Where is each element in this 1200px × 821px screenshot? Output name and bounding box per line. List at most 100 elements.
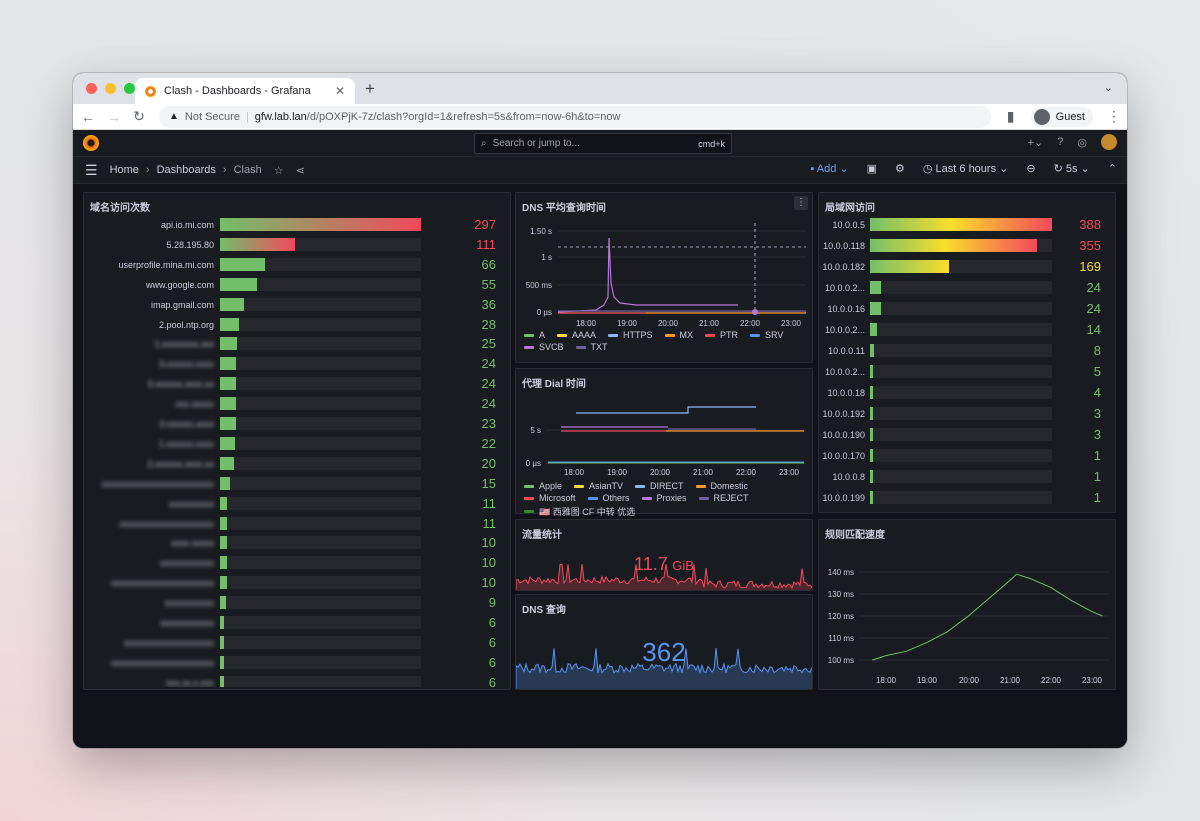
legend-item[interactable]: SVCB <box>524 342 564 352</box>
domain-count: 24 <box>481 396 496 412</box>
y-tick: 0 µs <box>537 308 552 317</box>
domain-row: imap.gmail.com 36 <box>84 297 510 317</box>
bar-track <box>870 260 1052 273</box>
y-tick: 100 ms <box>828 656 854 665</box>
breadcrumb-dashboards[interactable]: Dashboards <box>156 164 216 176</box>
legend-item[interactable]: DIRECT <box>635 481 684 491</box>
domain-row: 5.28.195.80 111 <box>84 237 510 257</box>
browser-tab[interactable]: Clash - Dashboards - Grafana ✕ <box>135 78 355 104</box>
legend-item[interactable]: 🇺🇸 西雅图 CF 中转 优选 <box>524 505 635 518</box>
star-icon[interactable]: ☆ <box>273 164 284 177</box>
legend-swatch <box>750 333 761 337</box>
legend-item[interactable]: Apple <box>524 481 562 491</box>
grafana-logo-icon[interactable] <box>83 135 99 151</box>
domain-count: 9 <box>488 595 496 611</box>
legend-item[interactable]: MX <box>664 330 693 340</box>
new-tab-button[interactable]: + <box>365 79 375 98</box>
collapse-chevron-icon[interactable]: ⌃ <box>1107 163 1117 175</box>
legend-label: SVCB <box>539 342 564 352</box>
bar-track <box>870 281 1052 294</box>
zoom-out-icon[interactable]: ⊖ <box>1026 163 1036 175</box>
legend-label: Others <box>602 493 630 503</box>
back-arrow-icon[interactable]: ← <box>81 108 95 125</box>
x-tick: 19:00 <box>617 319 638 328</box>
x-ticks: 18:00 19:00 20:00 21:00 22:00 23:00 <box>576 319 802 328</box>
bar-track <box>220 655 421 669</box>
close-tab-icon[interactable]: ✕ <box>334 84 345 98</box>
menu-icon[interactable]: ☰ <box>85 161 98 178</box>
bar-track <box>870 218 1052 231</box>
legend-item[interactable]: AsianTV <box>574 481 623 491</box>
help-icon[interactable]: ? <box>1057 136 1064 148</box>
bar-fill <box>220 616 225 629</box>
user-avatar[interactable] <box>1101 134 1117 150</box>
close-window-button[interactable] <box>86 83 97 94</box>
panel-menu-icon[interactable]: ⋮ <box>794 196 808 210</box>
panel-title: 域名访问次数 <box>90 203 150 214</box>
domain-row: xxxxxxxxxx 11 <box>84 496 510 516</box>
legend-label: Apple <box>539 481 563 491</box>
bar-track <box>220 317 421 331</box>
search-shortcut: cmd+k <box>698 138 725 149</box>
domain-count: 11 <box>482 495 497 511</box>
lan-count: 3 <box>1093 427 1101 442</box>
forward-arrow-icon[interactable]: → <box>107 108 121 125</box>
plus-icon[interactable]: +⌄ <box>1027 136 1044 149</box>
domain-count: 24 <box>481 376 496 392</box>
domain-row: 1.xxxxxxxx.xxx 25 <box>84 336 510 356</box>
domain-row: 1.xxxxxx.xxxx 22 <box>84 436 510 456</box>
url-field[interactable]: ▲ Not Secure | gfw.lab.lan/d/pOXPjK-7z/c… <box>159 105 991 128</box>
add-button[interactable]: ▪ Add ⌄ <box>810 163 849 175</box>
legend-item[interactable]: PTR <box>705 330 738 340</box>
panel-title: 规则匹配速度 <box>825 530 885 541</box>
refresh-button[interactable]: ↻ 5s ⌄ <box>1053 163 1090 175</box>
window-controls <box>86 83 135 94</box>
x-tick: 21:00 <box>693 468 714 477</box>
zoom-window-button[interactable] <box>124 83 135 94</box>
lan-count: 5 <box>1093 364 1101 379</box>
bar-track <box>220 397 421 411</box>
domain-count: 6 <box>488 615 496 630</box>
legend-item[interactable]: SRV <box>750 330 783 340</box>
domain-label: 3.xxxxxx.xxxx <box>158 359 214 370</box>
legend-item[interactable]: Domestic <box>695 481 748 491</box>
y-tick: 110 ms <box>828 634 854 643</box>
reload-icon[interactable]: ↻ <box>133 108 145 124</box>
legend-item[interactable]: REJECT <box>698 493 749 503</box>
rss-icon[interactable]: ◎ <box>1077 136 1087 149</box>
bar-fill <box>220 496 228 510</box>
bar-fill <box>220 655 225 669</box>
lan-row: 10.0.0.199 1 <box>819 490 1115 510</box>
not-secure-label: Not Secure <box>184 110 240 123</box>
settings-gear-icon[interactable]: ⚙ <box>895 163 905 175</box>
bar-fill <box>220 536 227 550</box>
sidebar-toggle-icon[interactable]: ▮ <box>1006 108 1015 124</box>
legend-item[interactable]: Microsoft <box>524 493 576 503</box>
save-icon[interactable]: ▣ <box>866 163 877 175</box>
x-tick: 22:00 <box>736 468 757 477</box>
share-icon[interactable]: ⋖ <box>295 164 305 177</box>
time-picker[interactable]: ◷ Last 6 hours ⌄ <box>922 163 1009 175</box>
lan-count: 4 <box>1093 385 1101 400</box>
minimize-window-button[interactable] <box>105 83 116 94</box>
legend-swatch <box>524 484 534 488</box>
bar-fill <box>220 377 237 391</box>
legend-item[interactable]: Others <box>587 493 630 503</box>
legend-item[interactable]: AAAA <box>557 330 596 340</box>
kebab-menu-icon[interactable]: ⋮ <box>1107 108 1121 124</box>
domain-count: 10 <box>481 535 496 551</box>
profile-button[interactable]: Guest <box>1030 106 1093 127</box>
bar-fill <box>220 456 234 470</box>
bar-fill <box>870 281 882 294</box>
legend-item[interactable]: TXT <box>575 342 608 352</box>
domain-count: 6 <box>488 654 496 670</box>
tab-search-chevron-icon[interactable]: ⌄ <box>1103 82 1113 94</box>
legend-item[interactable]: A <box>524 330 545 340</box>
legend-item[interactable]: Proxies <box>641 493 687 503</box>
breadcrumb-home[interactable]: Home <box>109 164 139 176</box>
search-input[interactable]: ⌕ Search or jump to... cmd+k <box>474 133 732 154</box>
domain-label: xxxxxxxxxxxxxxxxxxxx <box>124 637 214 648</box>
lan-ip-label: 10.0.0.182 <box>822 262 865 272</box>
domain-count: 36 <box>481 296 496 312</box>
legend-item[interactable]: HTTPS <box>608 330 653 340</box>
